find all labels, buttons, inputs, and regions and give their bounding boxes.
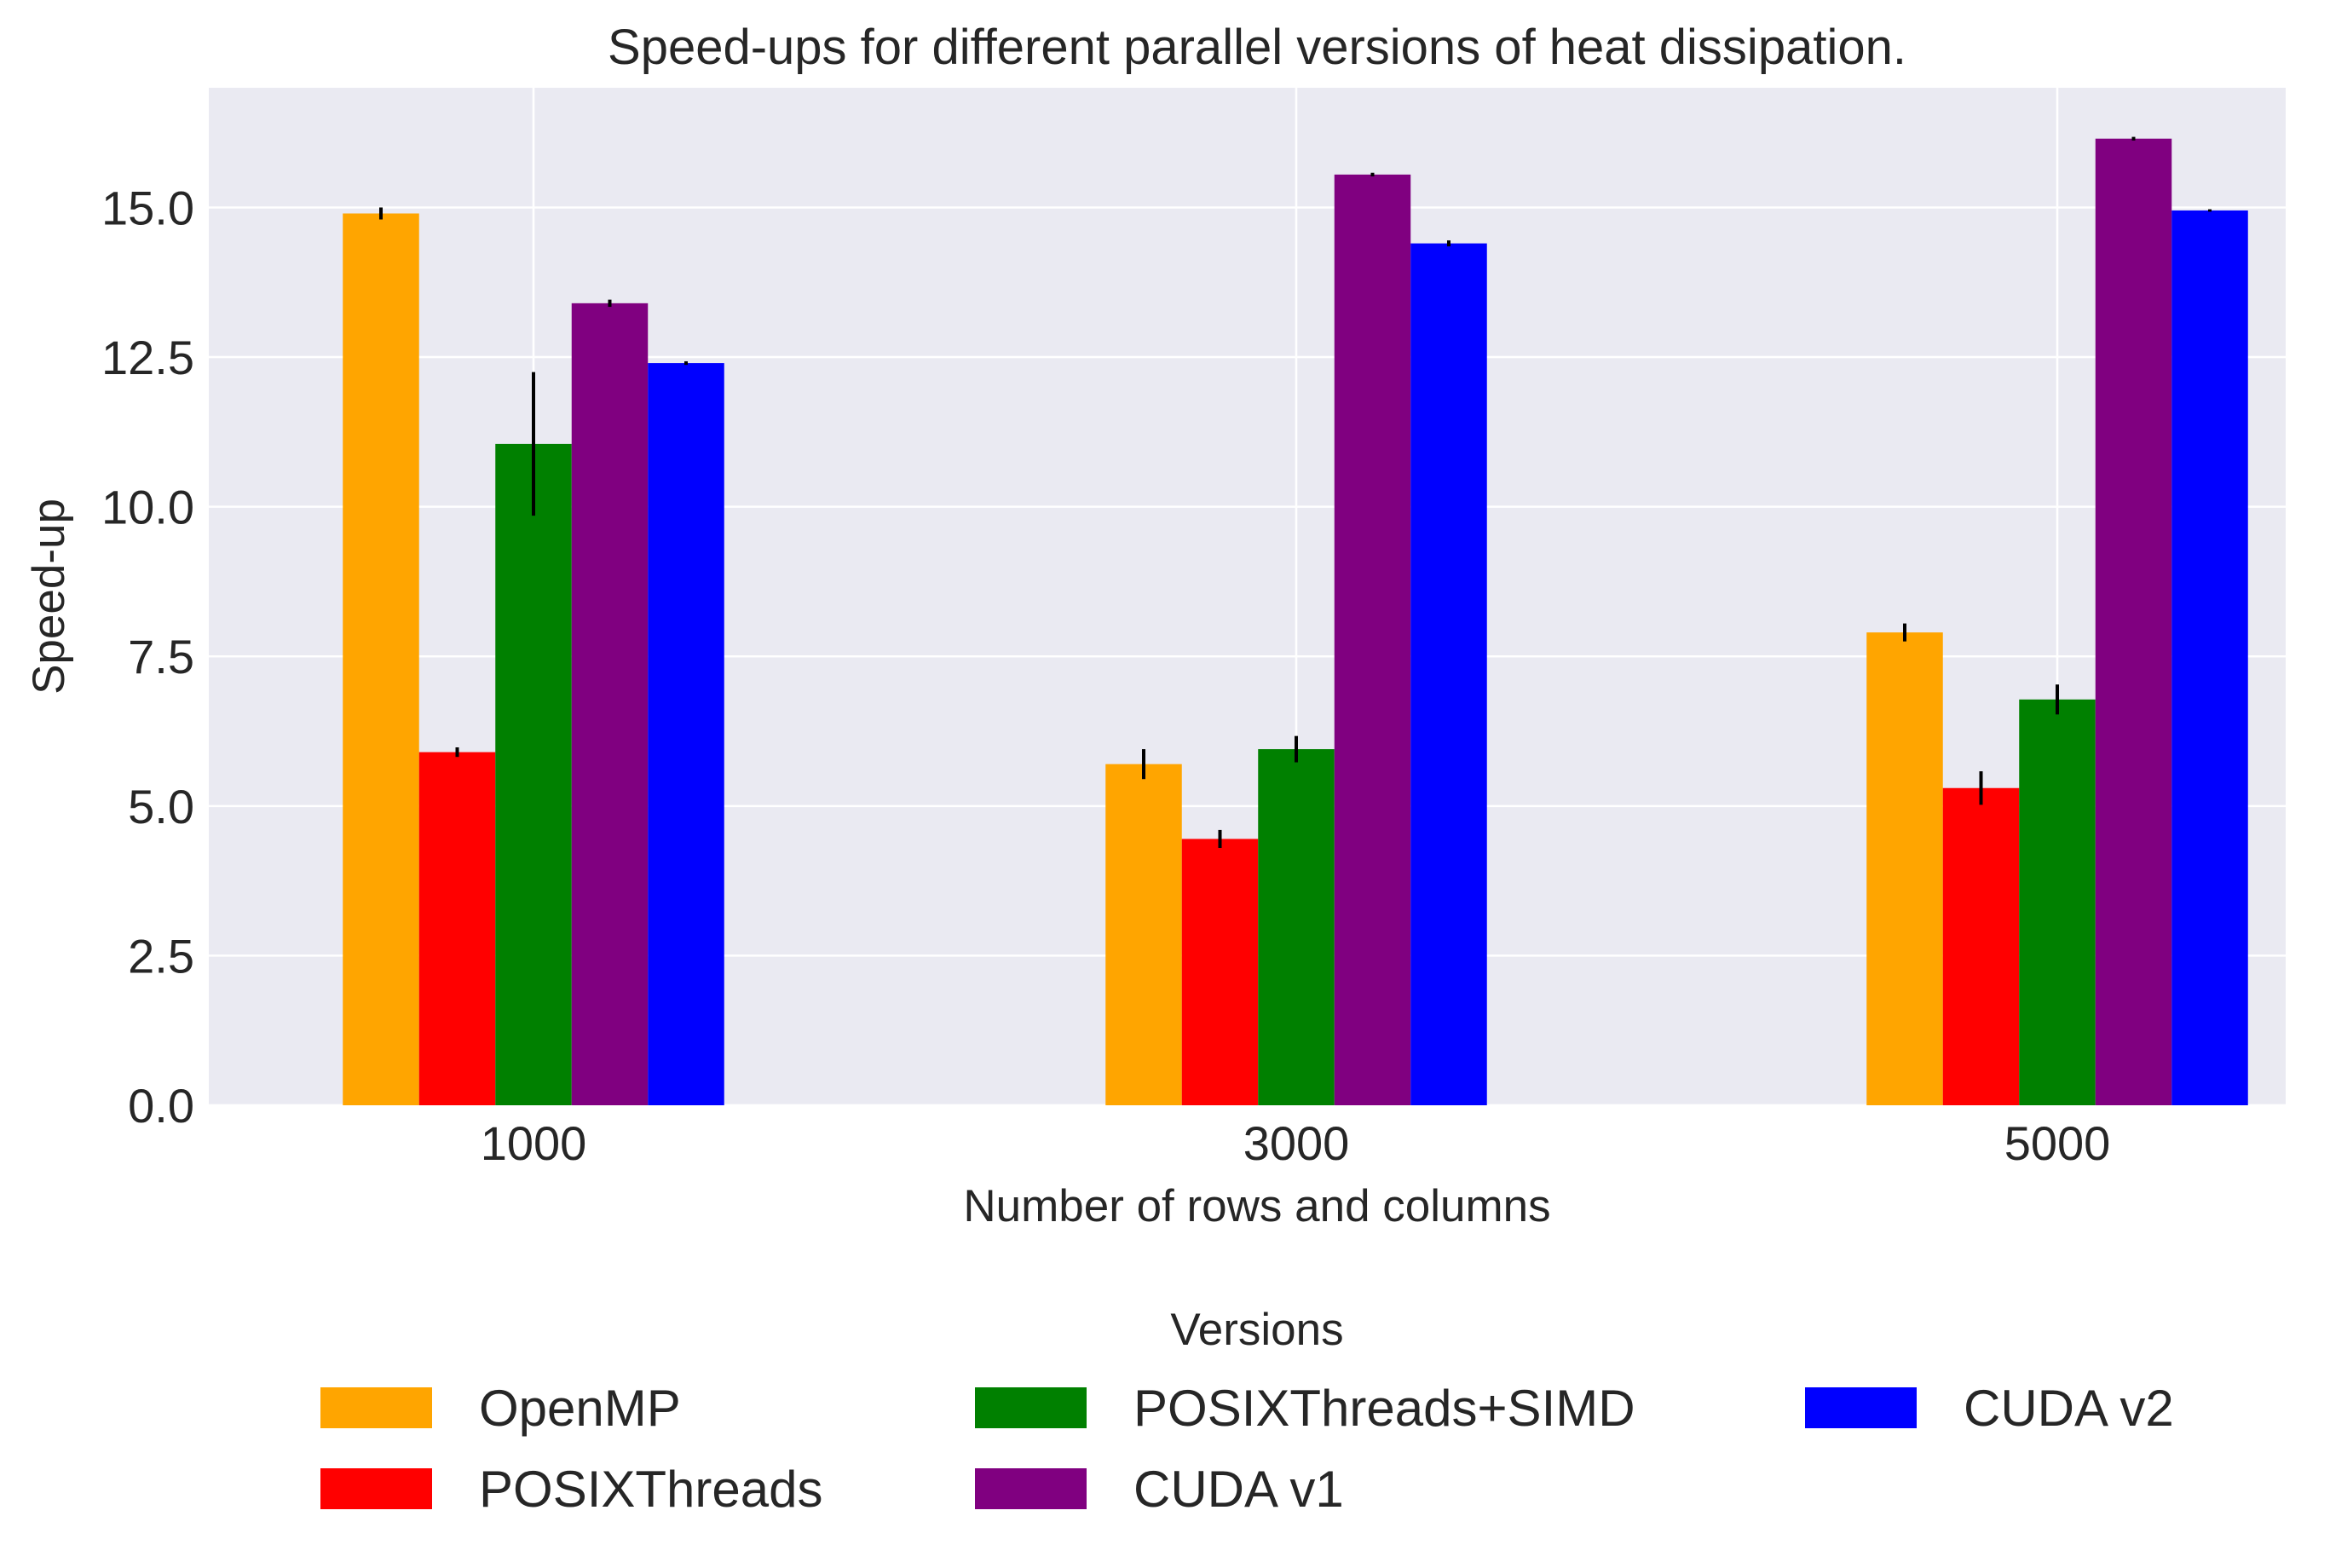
x-tick-label: 3000: [1243, 1116, 1350, 1170]
y-tick-label: 5.0: [128, 780, 194, 833]
legend: OpenMP POSIXThreads POSIXThreads+SIMD CUDA …: [320, 1380, 2174, 1518]
y-tick-label: 2.5: [128, 929, 194, 983]
legend-label: CUDA v1: [1133, 1461, 1344, 1518]
error-bars-layer: [379, 136, 2212, 848]
legend-label: OpenMP: [479, 1380, 681, 1437]
bar-posixthreads-5000: [1942, 787, 2020, 1105]
y-tick-label: 12.5: [101, 331, 194, 384]
bar-cuda-v2-1000: [648, 363, 724, 1105]
legend-label: POSIXThreads: [479, 1461, 823, 1518]
bar-openmp-1000: [343, 213, 419, 1105]
legend-title: Versions: [1170, 1305, 1343, 1355]
bar-posixthreads-simd-5000: [2019, 699, 2096, 1105]
bar-posixthreads-1000: [418, 752, 496, 1105]
legend-swatch: [1805, 1387, 1917, 1428]
y-tick-label: 0.0: [128, 1079, 194, 1133]
bar-openmp-3000: [1105, 764, 1182, 1105]
bar-posixthreads-simd-3000: [1258, 749, 1335, 1105]
bar-cuda-v2-3000: [1410, 243, 1487, 1105]
legend-swatch: [975, 1468, 1087, 1509]
legend-label: CUDA v2: [1964, 1380, 2174, 1437]
legend-label: POSIXThreads+SIMD: [1133, 1380, 1635, 1437]
x-tick-label: 1000: [481, 1116, 587, 1170]
bar-cuda-v1-1000: [571, 303, 649, 1105]
y-tick-label: 10.0: [101, 481, 194, 534]
bars-layer: [343, 138, 2248, 1106]
bar-openmp-5000: [1866, 632, 1943, 1105]
y-axis-label: Speed-up: [24, 499, 74, 695]
legend-swatch: [320, 1468, 432, 1509]
bar-cuda-v1-3000: [1334, 174, 1411, 1105]
chart-title: Speed-ups for different parallel version…: [608, 20, 1906, 75]
legend-swatch: [975, 1387, 1087, 1428]
y-tick-labels: 0.0 2.5 5.0 7.5 10.0 12.5 15.0: [101, 181, 194, 1133]
x-tick-labels: 1000 3000 5000: [481, 1116, 2111, 1170]
y-tick-label: 15.0: [101, 181, 194, 234]
legend-swatch: [320, 1387, 432, 1428]
x-tick-label: 5000: [2004, 1116, 2111, 1170]
x-axis-label: Number of rows and columns: [963, 1181, 1550, 1231]
bar-cuda-v1-5000: [2095, 138, 2172, 1106]
bar-posixthreads-3000: [1181, 839, 1259, 1105]
y-tick-label: 7.5: [128, 630, 194, 683]
bar-posixthreads-simd-1000: [495, 443, 572, 1105]
bar-cuda-v2-5000: [2171, 210, 2248, 1106]
